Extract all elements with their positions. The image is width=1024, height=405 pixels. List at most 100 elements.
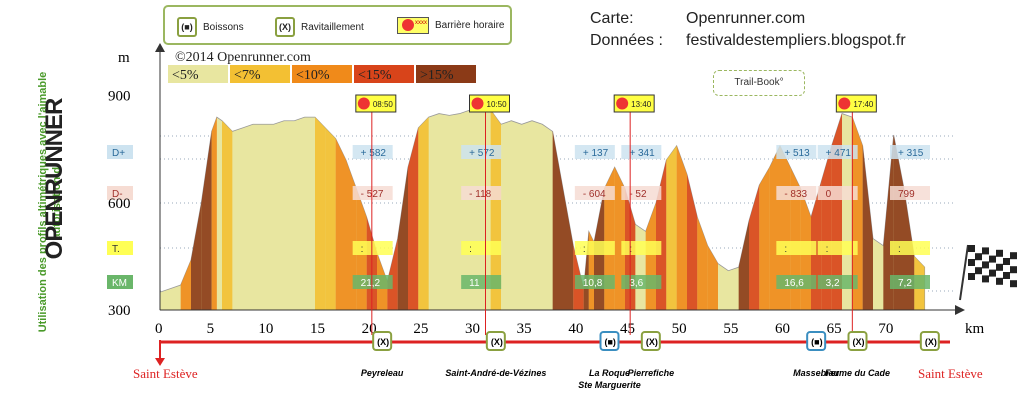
x-tick-label: 50 [672,321,687,337]
x-tick-label: 65 [827,321,842,337]
slope-band [604,106,615,310]
segment-cell-bg [574,241,615,255]
segment-dplus: + 513 [784,148,810,159]
row-label-time: T. [112,244,120,255]
flag-square [968,273,975,280]
station-label: Peyreleau [361,368,404,378]
supply-station-icon [485,331,506,351]
slope-band [397,106,408,310]
credits-map-key: Carte: [590,10,634,27]
segment-cell-bg [461,145,502,159]
x-tick-label: 5 [207,321,215,337]
slope-band [346,106,357,310]
supply-station-icon [919,331,940,351]
legend-cutoff-label: Barrière horaire [435,20,505,31]
segment-km: 3,2 [826,278,840,289]
x-tick-label: 15 [310,321,325,337]
slope-legend-swatch [416,65,476,83]
x-tick-label: 60 [775,321,790,337]
flag-square [1010,266,1017,274]
slope-legend: <5% <7% <10% <15% >15% [168,65,476,83]
slope-legend-label: <7% [234,68,261,83]
station-glyph: (X) [925,337,937,347]
station-markers: Saint Estève Saint Estève (X) Peyreleau (X) S… [133,331,983,390]
segment-time: : [784,244,787,255]
x-tick-label: 70 [878,321,893,337]
x-tick-label: 0 [155,321,163,337]
segment-cell-bg [621,275,662,289]
segment-cell-bg [352,145,393,159]
segment-cell-bg [817,145,858,159]
flag-square [1010,252,1017,260]
cutoff-time: 13:40 [631,100,652,109]
credits-data-value: festivaldestempliers.blogspot.fr [686,32,906,49]
slope-legend-label: <10% [296,68,330,83]
row-label-dminus: D- [112,189,123,200]
segment-dminus: 799 [898,189,915,200]
slope-band [666,106,677,310]
flag-square [1003,272,1010,279]
slope-band [573,106,584,310]
slope-band [191,106,202,310]
legend-box: (■) Boissons (X) Ravitaillement xxxx Bar… [163,5,512,45]
slope-band [883,106,894,310]
slope-band [800,106,811,310]
slope-band [780,106,791,310]
segment-cell-bg [817,241,858,255]
supply-station-icon [640,331,661,351]
cutoff-time: 08:50 [373,100,394,109]
legend-drinks-label: Boissons [203,21,244,33]
flag-square [975,267,982,275]
stop-sign-icon: xxxx [397,17,429,34]
x-tick-label: 10 [258,321,273,337]
segment-cell-bg [817,275,858,289]
segment-cell-bg [890,145,930,159]
flag-square [982,247,989,255]
flag-square [982,275,989,283]
slope-band [914,106,925,310]
slope-band [222,106,233,310]
row-label-km: KM [112,278,127,289]
flag-square [968,259,975,266]
segment-cell-bg [776,145,817,159]
segment-dplus: + 582 [361,148,387,159]
copyright: ©2014 Openrunner.com [175,50,311,65]
slope-band [552,106,563,310]
x-tick-label: 35 [517,321,532,337]
slope-band [893,106,904,310]
drinks-station-icon [599,331,620,351]
trailbook-badge: Trail-Book° [713,70,805,96]
slope-band [418,106,429,310]
flag-square [968,245,975,252]
slope-band [180,106,191,310]
segment-rows: D+ + 582 + 572 + 137 + 341 + 513 + 471 + 315 D- -… [107,145,930,289]
cutoff-time: 10:50 [487,100,508,109]
segment-dminus: - 118 [469,189,491,200]
slope-band [738,106,749,310]
cutoff-time: 17:40 [853,100,874,109]
finish-label: Saint Estève [918,366,983,381]
stop-sign-icon [357,97,370,110]
slope-band [588,106,594,310]
supply-station-icon [372,331,393,351]
segment-cell-bg [574,145,615,159]
flag-square [1003,258,1010,265]
segment-cell-bg [461,241,502,255]
slope-band [687,106,698,310]
slope-legend-swatch [292,65,352,83]
segment-dplus: + 341 [629,148,655,159]
flag-square [982,261,989,269]
segment-km: 21,2 [361,278,381,289]
segment-cell-bg [352,241,393,255]
slope-band [335,106,346,310]
x-tick-label: 45 [620,321,635,337]
segment-time: : [898,244,901,255]
slope-band [831,106,842,310]
segment-cell-bg [817,186,858,200]
slope-band [583,106,589,310]
slope-legend-swatch [354,65,414,83]
slope-band [904,106,915,310]
segment-dplus: + 471 [826,148,852,159]
x-tick-label: 30 [465,321,480,337]
